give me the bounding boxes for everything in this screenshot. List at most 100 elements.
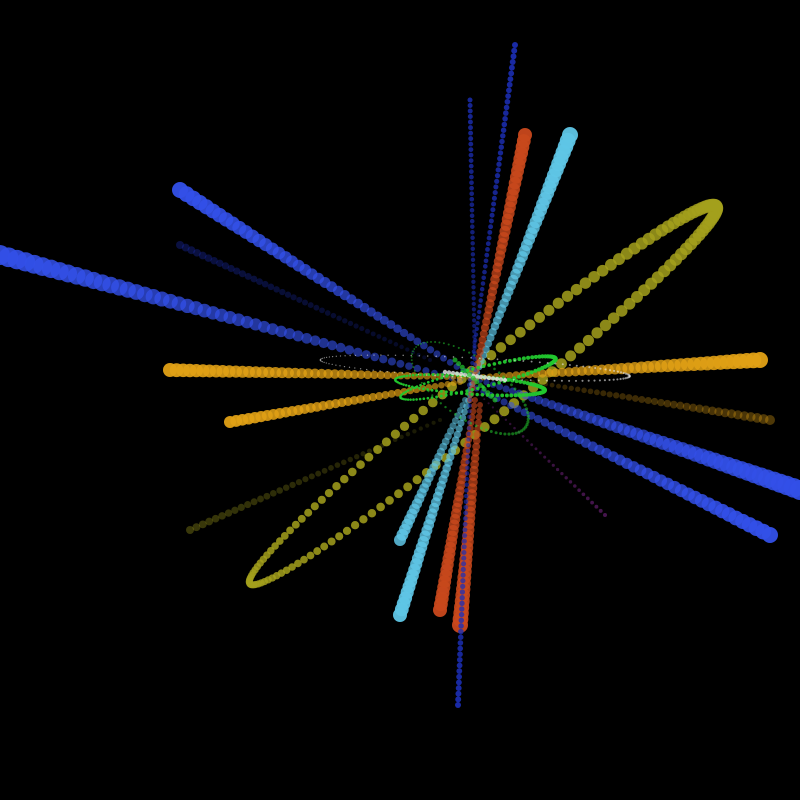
trail-deep-blue-faint-dot (250, 275, 258, 283)
ring-green-c-dot (523, 403, 527, 407)
ring-green-a-dot (537, 354, 542, 359)
ring-white-dot (603, 379, 606, 382)
trail-olive-faint-left-dot (399, 434, 404, 440)
trail-navy-top-dot (485, 247, 490, 252)
ring-green-b-dot (419, 373, 422, 377)
loop-olive-dot (409, 413, 419, 424)
ring-green-c-dot (474, 424, 478, 428)
trail-orange-lower-left-dot (381, 391, 390, 399)
loop-olive-dot (347, 467, 357, 477)
ring-white-dot (325, 362, 327, 364)
trail-olive-faint-left-dot (308, 473, 315, 480)
ring-green-a-dot (517, 357, 522, 362)
trail-navy-bottom-dot (466, 426, 471, 431)
trail-navy-top2-dot (472, 323, 477, 328)
ring-white-dot (331, 355, 334, 358)
trail-navy-top-dot (512, 42, 518, 48)
trail-deep-blue-faint-dot (204, 254, 213, 262)
trail-navy-top-dot (500, 133, 506, 139)
trail-navy-top2-dot (468, 152, 474, 158)
trail-navy-top2-dot (469, 202, 475, 208)
trail-navy-top2-dot (468, 130, 474, 136)
trail-deep-blue-faint-dot (324, 310, 331, 316)
ring-green-c-dot (412, 350, 414, 353)
trail-olive-faint-left-dot (198, 520, 207, 529)
trail-navy-top-dot (478, 298, 483, 303)
trail-orange-right-dot (538, 369, 547, 378)
loop-olive-dot (373, 445, 383, 454)
ring-green-b-dot (475, 392, 479, 397)
trail-navy-bottom-dot (456, 656, 463, 663)
ring-green-b-dot (418, 386, 421, 390)
trail-olive-faint-left-dot (192, 523, 201, 532)
trail-navy-top2-dot (471, 285, 476, 290)
trail-orange-lower-left-dot (387, 390, 396, 398)
ring-white-dot (354, 367, 356, 369)
ring-white-dot (359, 368, 362, 370)
trail-navy-top-dot (505, 93, 511, 99)
trail-navy-top-dot (497, 150, 504, 156)
ring-green-b-dot (411, 373, 415, 377)
trail-blue-right-lower-dot (527, 411, 536, 420)
trail-navy-top-dot (481, 275, 487, 281)
ring-white-dot (546, 362, 549, 364)
trail-orange-right-dot (544, 368, 554, 378)
trail-olive-faint-left-dot (302, 476, 309, 483)
trail-orange-left-dot (363, 370, 372, 380)
ring-green-b-dot (495, 393, 500, 398)
trail-navy-bottom-dot (467, 414, 472, 419)
ring-white-dot (323, 361, 325, 364)
trail-navy-bottom-dot (456, 668, 463, 674)
trail-deep-blue-faint-dot (393, 342, 399, 347)
trail-navy-top-dot (480, 281, 486, 286)
trail-red-bottom2-dot (472, 442, 481, 451)
ring-green-a-dot (486, 383, 491, 388)
trail-red-top-dot (476, 348, 484, 356)
ring-white-dot (624, 372, 627, 375)
trail-blue-right-upper-dot (496, 383, 504, 391)
loop-olive-dot (534, 311, 545, 323)
ring-green-c-dot (420, 343, 422, 345)
trail-navy-top2-dot (471, 274, 476, 279)
trail-deep-blue-faint-dot (279, 288, 286, 296)
trail-blue-right-lower-dot (554, 424, 564, 434)
trail-navy-bottom-dot (462, 521, 468, 527)
ring-white-dot (417, 373, 420, 376)
ring-green-c-dot (469, 422, 473, 425)
loop-olive-dot (412, 475, 422, 485)
center-cluster-a-dot (498, 377, 504, 382)
ring-white-dot (537, 379, 540, 382)
center-cluster-a-dot (494, 376, 500, 382)
loop-olive-dot (485, 350, 497, 361)
trail-blue-upper-dot (413, 337, 422, 346)
trail-purple-faint-dot (577, 488, 581, 492)
ring-green-b-dot (402, 374, 406, 378)
loop-olive-dot (350, 521, 360, 530)
trail-deep-blue-faint-dot (307, 302, 314, 309)
trail-navy-bottom-dot (465, 448, 471, 453)
trail-blue-left-dot (327, 340, 338, 351)
loop-olive-dot (495, 342, 507, 353)
trail-purple-faint-dot (547, 459, 551, 463)
trail-navy-top-dot (474, 326, 480, 332)
ring-green-a-dot (465, 389, 469, 393)
ring-white-dot (612, 378, 615, 381)
trail-navy-top2-dot (468, 136, 474, 142)
ring-green-a-dot (426, 380, 430, 384)
ring-white-dot (554, 362, 557, 365)
loop-olive-dot (376, 502, 385, 512)
center-cluster-a-dot (502, 377, 508, 383)
trail-orange-lower-left-dot (450, 380, 457, 387)
loop-olive-dot (359, 515, 368, 524)
trail-lightblue-top (467, 127, 578, 393)
ring-green-b-dot (454, 391, 459, 395)
trail-olive-faint-left-dot (224, 509, 233, 517)
trail-orange-faint-right-dot (568, 385, 574, 391)
ring-white-dot (619, 377, 622, 381)
ring-white-dot (598, 379, 601, 382)
trail-blue-right-lower (467, 382, 778, 543)
ring-white-dot (522, 360, 525, 362)
ring-white-dot (379, 370, 381, 372)
ring-green-a-dot (497, 380, 501, 385)
